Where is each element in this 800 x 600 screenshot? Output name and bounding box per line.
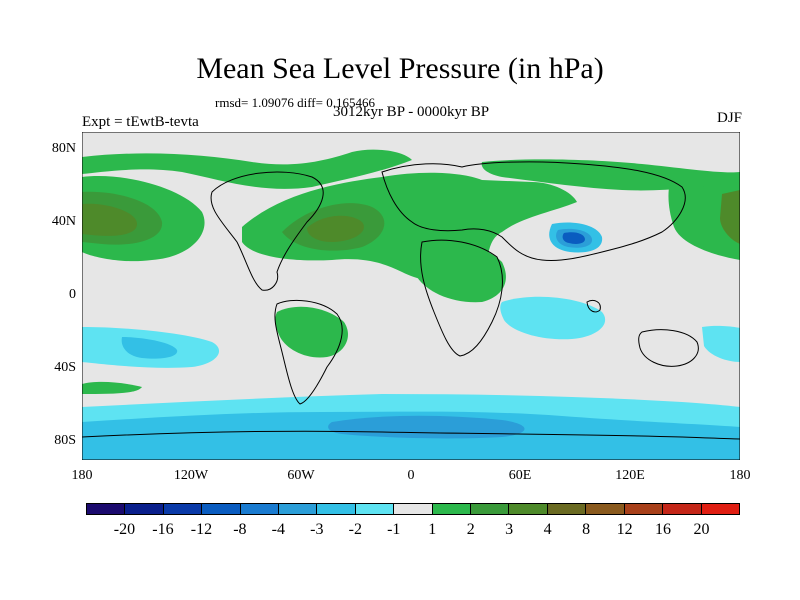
colorbar-label: -8 [233, 521, 247, 538]
lat-tick-80n: 80N [51, 141, 76, 156]
lat-tick-0: 0 [69, 287, 76, 302]
colorbar-label: 3 [505, 521, 514, 538]
colorbar-label: 4 [543, 521, 552, 538]
colorbar-swatch-3 [202, 504, 241, 514]
colorbar-label: 2 [466, 521, 475, 538]
colorbar [86, 503, 740, 515]
lon-tick-60e: 60E [508, 468, 532, 483]
colorbar-label: -12 [190, 521, 213, 538]
colorbar-label: 12 [616, 521, 633, 538]
colorbar-swatch-11 [509, 504, 548, 514]
colorbar-swatch-5 [279, 504, 318, 514]
colorbar-swatch-7 [355, 504, 395, 514]
period-label: 3012kyr BP - 0000kyr BP [332, 104, 490, 120]
colorbar-swatch-14 [624, 504, 664, 514]
colorbar-label: -4 [271, 521, 285, 538]
colorbar-label: -2 [348, 521, 362, 538]
colorbar-label: 16 [655, 521, 672, 538]
map-panel [81, 131, 741, 461]
pressure-anomaly-map [81, 131, 741, 461]
colorbar-label: -1 [387, 521, 401, 538]
lon-tick-180e: 180 [729, 468, 751, 483]
colorbar-swatch-10 [471, 504, 510, 514]
experiment-label: Expt = tEwtB-tevta [82, 114, 199, 130]
lat-tick-80s: 80S [54, 433, 76, 448]
colorbar-label: 20 [693, 521, 710, 538]
coastlines [81, 161, 741, 440]
season-label: DJF [716, 110, 742, 126]
colorbar-swatch-16 [701, 504, 739, 514]
lat-tick-40n: 40N [51, 214, 76, 229]
colorbar-swatch-0 [87, 504, 126, 514]
colorbar-swatch-15 [663, 504, 702, 514]
colorbar-label: -16 [152, 521, 174, 538]
colorbar-swatch-4 [240, 504, 280, 514]
lon-tick-0: 0 [407, 468, 415, 483]
colorbar-label: 8 [582, 521, 591, 538]
lat-tick-40s: 40S [54, 360, 76, 375]
rmsd-label: rmsd= 1.09076 diff= 0.165466 [215, 95, 375, 110]
colorbar-swatch-8 [394, 504, 433, 514]
colorbar-label: -20 [113, 521, 136, 538]
lon-tick-120w: 120W [173, 468, 209, 483]
lon-tick-180w: 180 [71, 468, 93, 483]
colorbar-swatch-12 [547, 504, 587, 514]
colorbar-label: 1 [428, 521, 437, 538]
chart-title: Mean Sea Level Pressure (in hPa) [196, 52, 604, 85]
colorbar-swatch-1 [125, 504, 164, 514]
lon-tick-120e: 120E [615, 468, 645, 483]
colorbar-label: -3 [310, 521, 324, 538]
colorbar-swatch-9 [432, 504, 472, 514]
colorbar-swatch-13 [586, 504, 625, 514]
lon-tick-60w: 60W [287, 468, 315, 483]
colorbar-swatch-6 [317, 504, 356, 514]
colorbar-swatch-2 [163, 504, 203, 514]
